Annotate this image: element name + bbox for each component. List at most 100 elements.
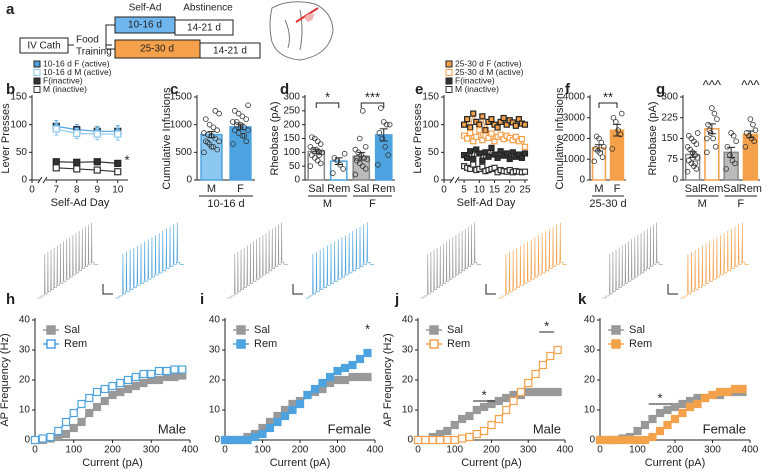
marker	[443, 435, 452, 445]
data-point	[204, 139, 211, 146]
x-tick-label: Rem	[739, 183, 762, 195]
marker	[494, 396, 503, 406]
marker	[114, 168, 122, 176]
data-point	[752, 127, 759, 133]
marker	[421, 435, 430, 445]
marker	[273, 417, 282, 427]
marker	[678, 399, 687, 409]
x-tick-label: 0	[222, 445, 228, 456]
y-tick-label: 2000	[563, 133, 586, 144]
marker	[92, 387, 102, 397]
marker	[363, 372, 372, 382]
data-point	[727, 152, 733, 158]
data-point	[201, 130, 207, 136]
marker	[46, 432, 55, 442]
data-point	[239, 132, 246, 139]
marker	[363, 348, 372, 358]
data-point	[314, 157, 321, 164]
marker	[494, 124, 501, 131]
scale-bar	[292, 284, 303, 295]
y-axis-label: Lever Presses	[0, 103, 12, 174]
data-point	[704, 149, 710, 156]
data-point	[706, 127, 713, 133]
x-tick-label: 10	[474, 185, 486, 196]
marker	[131, 381, 140, 391]
marker	[470, 161, 477, 168]
annotation: ^^^	[741, 77, 760, 92]
marker	[488, 116, 495, 123]
x-axis-label: Current (pA)	[461, 457, 522, 469]
data-point	[704, 135, 710, 142]
marker	[162, 366, 171, 376]
legend-marker	[429, 339, 439, 349]
scale-bar	[667, 284, 678, 295]
panel-letter: a	[6, 1, 15, 18]
y-tick-label: 150	[661, 133, 678, 144]
scale-bar	[485, 284, 496, 295]
y-tick-label: 100	[422, 119, 439, 130]
legend-label: F(inactive)	[455, 75, 495, 85]
x-tick-label: 10	[112, 185, 124, 196]
x-tick-label: 300	[520, 445, 537, 456]
legend-label: M (inactive)	[455, 84, 499, 94]
legend-marker	[33, 69, 41, 76]
data-point	[747, 116, 754, 122]
data-point	[355, 149, 362, 156]
sex-label: Male	[158, 421, 186, 436]
data-point	[352, 171, 359, 178]
data-point	[309, 152, 315, 158]
y-axis-label: AP Frequency (Hz)	[382, 333, 394, 426]
data-point	[334, 157, 341, 164]
marker	[93, 130, 101, 138]
x-tick-label: Sal	[723, 183, 739, 195]
series-line	[56, 167, 118, 173]
marker	[30, 435, 40, 445]
data-point	[742, 144, 749, 150]
marker	[603, 435, 612, 445]
box-label: 14-21 d	[187, 23, 221, 34]
data-point	[692, 160, 698, 167]
legend-label: Rem	[64, 338, 87, 350]
marker	[325, 372, 335, 382]
data-point	[733, 138, 739, 145]
marker	[465, 432, 474, 442]
data-point	[684, 168, 691, 175]
marker	[250, 432, 260, 442]
y-axis-label: Cumulative Infusions	[554, 87, 566, 190]
x-tick-label: 400	[182, 445, 199, 456]
marker	[114, 159, 122, 167]
marker	[170, 372, 179, 382]
data-point	[724, 144, 731, 150]
marker	[502, 405, 511, 415]
bar	[200, 133, 223, 181]
data-point	[362, 166, 369, 172]
data-point	[313, 146, 320, 153]
data-point	[379, 135, 386, 142]
annotation: *	[657, 390, 662, 405]
marker	[472, 429, 481, 439]
legend-marker	[236, 339, 246, 349]
marker	[476, 127, 483, 134]
marker	[295, 399, 305, 409]
marker	[470, 155, 477, 163]
y-tick-label: 150	[422, 92, 439, 103]
trace	[680, 222, 749, 299]
data-point	[235, 110, 242, 117]
y-tick-label: 30	[584, 345, 596, 356]
marker	[595, 435, 605, 445]
data-point	[684, 144, 691, 150]
data-point	[337, 161, 344, 168]
marker	[723, 387, 732, 397]
marker	[479, 113, 486, 120]
sex-label: Female	[703, 421, 746, 436]
marker	[700, 393, 710, 403]
bar	[609, 129, 625, 181]
box-label: 25-30 d	[140, 44, 174, 55]
marker	[443, 426, 452, 436]
data-point	[210, 144, 217, 150]
data-point	[356, 160, 363, 167]
marker	[670, 402, 680, 412]
trace	[602, 222, 663, 299]
x-tick-label: M	[207, 183, 216, 195]
marker	[663, 420, 672, 430]
